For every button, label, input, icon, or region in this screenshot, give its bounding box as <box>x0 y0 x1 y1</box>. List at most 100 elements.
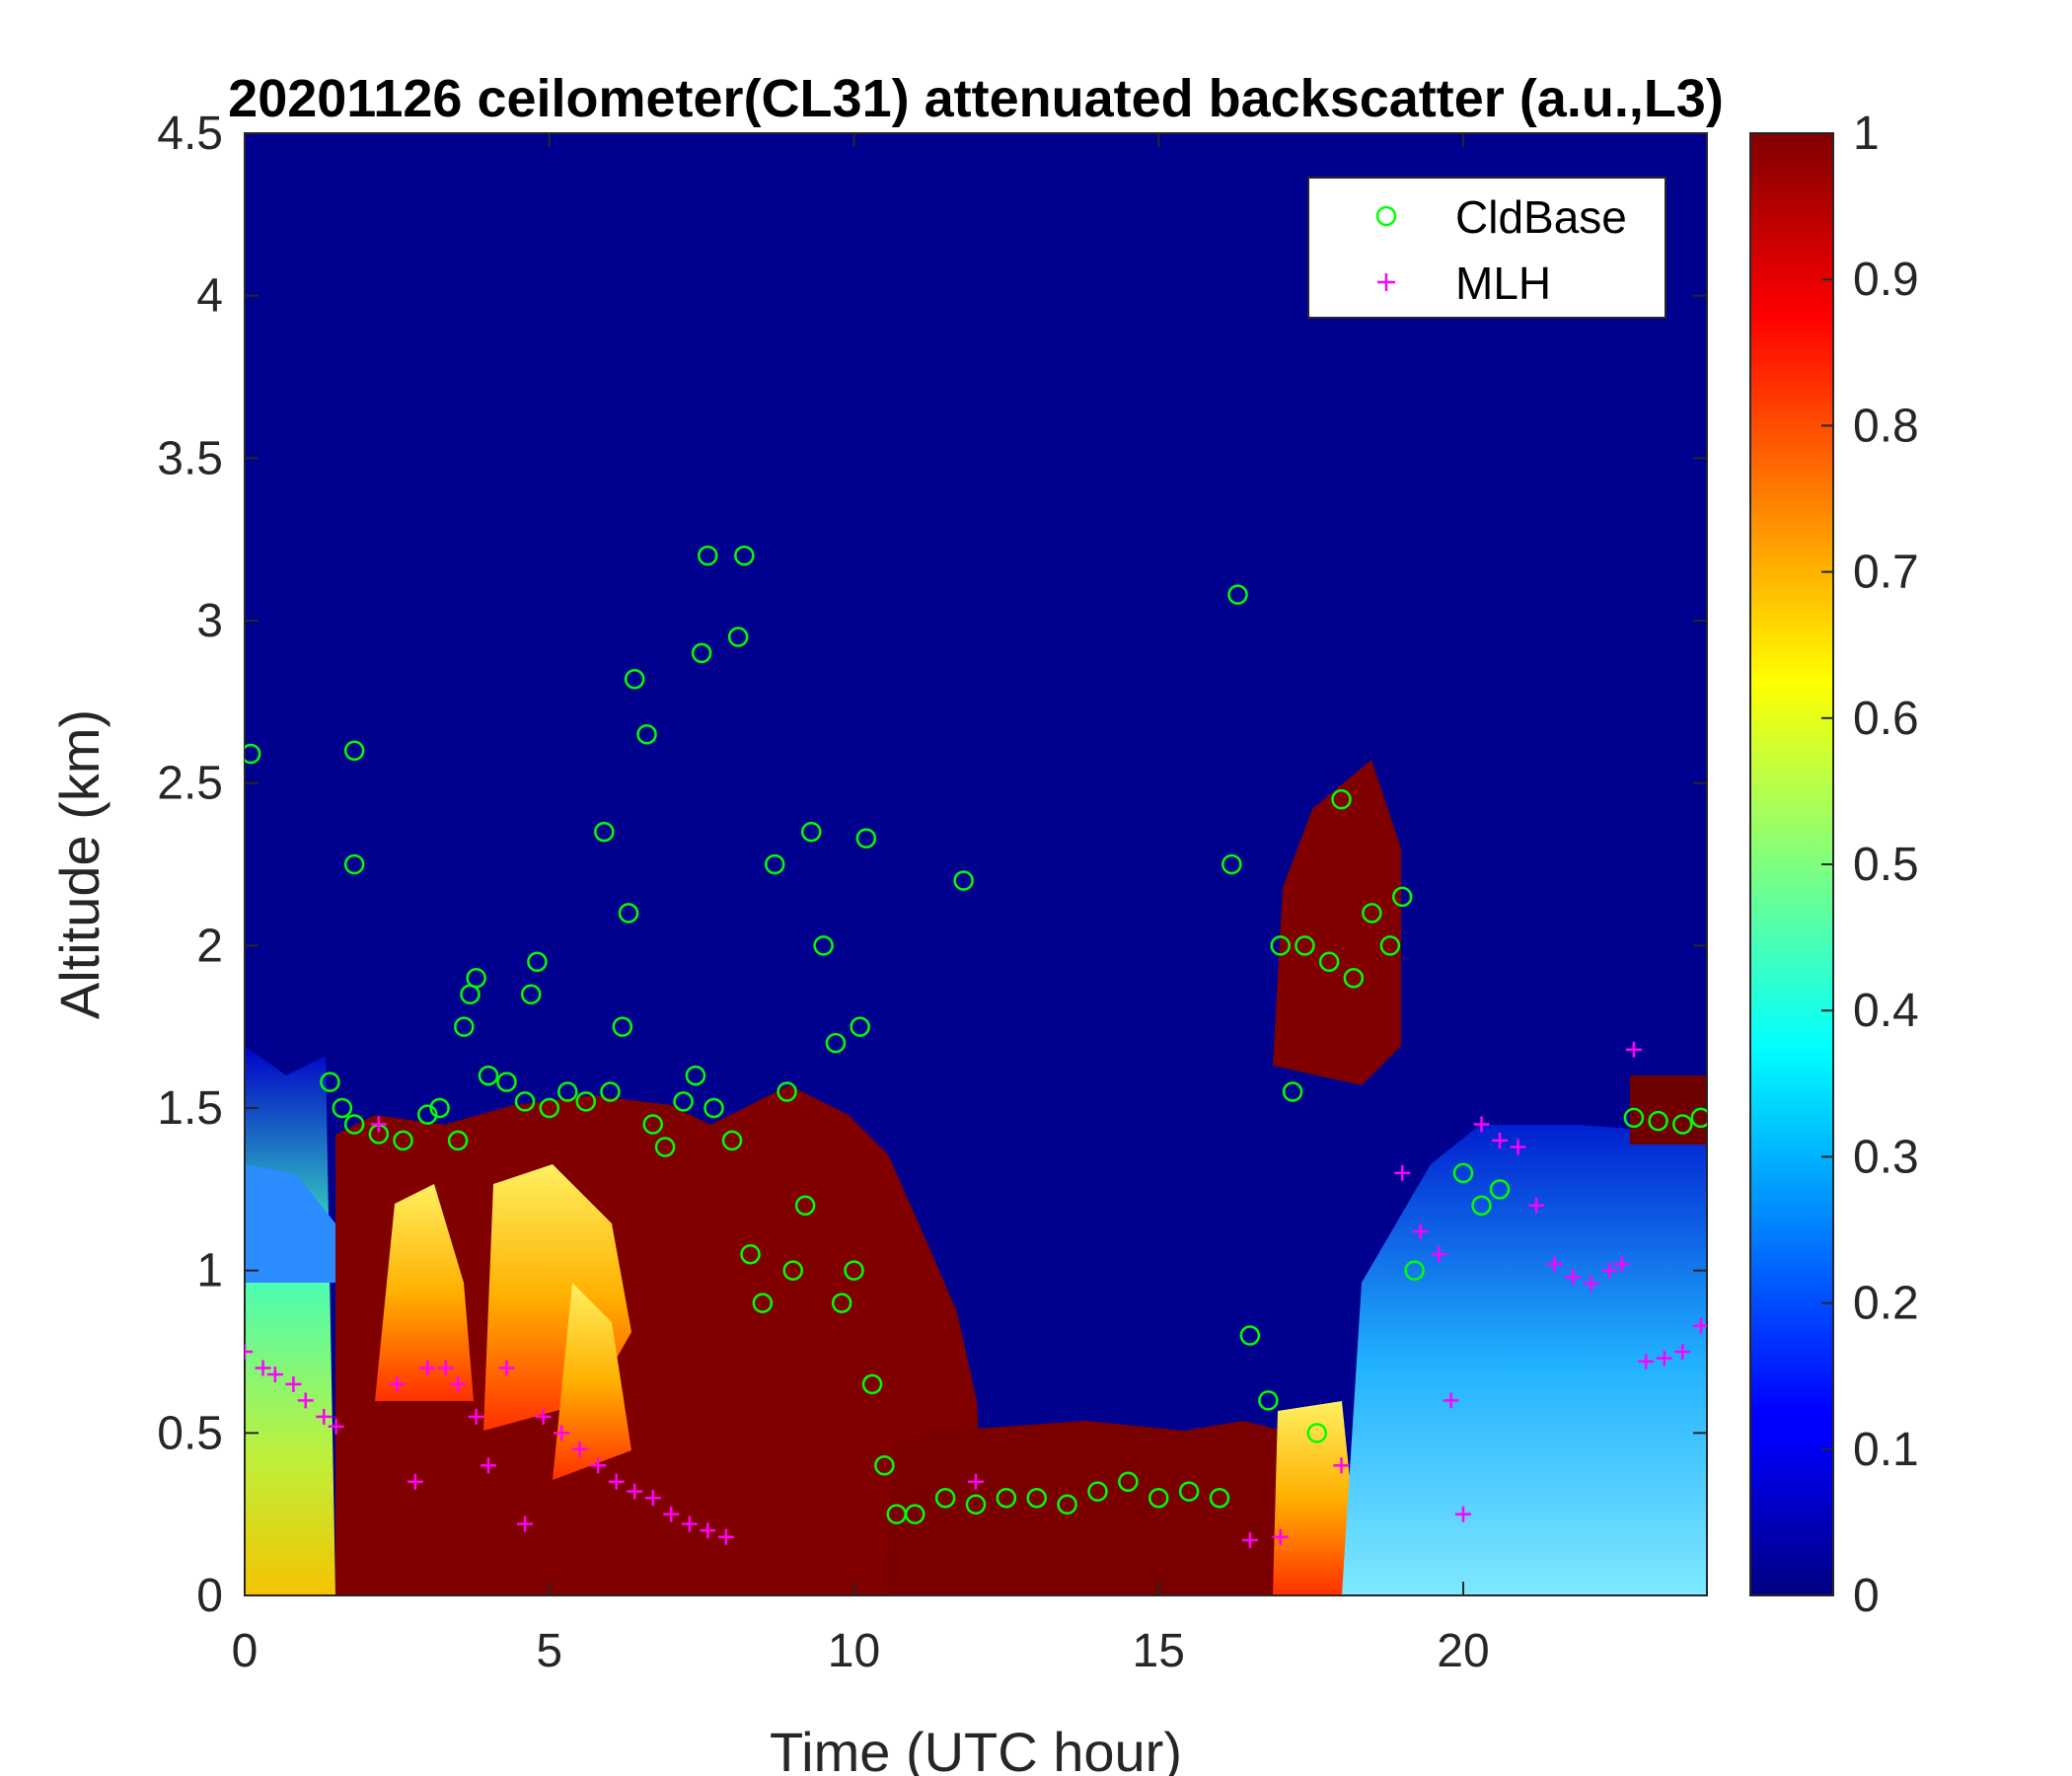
mlh-point <box>1638 1353 1655 1369</box>
legend-cldbase-label: CldBase <box>1455 191 1627 243</box>
colorbar-ticks: 0 0.1 0.2 0.3 0.4 0.5 0.6 0.7 0.8 0.9 1 <box>1821 108 1919 1622</box>
mlh-point <box>481 1457 496 1474</box>
mlh-point <box>1510 1139 1526 1155</box>
mlh-point <box>1674 1344 1691 1360</box>
colorbar-tick-label: 1 <box>1853 108 1880 160</box>
x-tick-label: 15 <box>1133 1625 1185 1677</box>
cldbase-point <box>1282 1081 1303 1102</box>
cldbase-point <box>447 1130 469 1151</box>
cldbase-point <box>332 1097 353 1119</box>
cldbase-point <box>520 984 542 1004</box>
cldbase-point <box>1227 584 1248 605</box>
cldbase-point <box>721 1130 743 1151</box>
cldbase-point <box>393 1130 413 1151</box>
cldbase-point <box>1306 1423 1328 1443</box>
colorbar-tick-label: 0.7 <box>1853 547 1919 599</box>
mlh-point <box>1601 1262 1618 1279</box>
y-tick-label: 1 <box>196 1245 223 1297</box>
cldbase-point <box>996 1487 1017 1509</box>
cldbase-point <box>1239 1325 1261 1346</box>
cldbase-point <box>527 951 548 973</box>
cldbase-point <box>624 669 645 690</box>
heatmap-region-late-cloud <box>1630 1075 1707 1145</box>
cldbase-point <box>1343 968 1365 989</box>
cldbase-point <box>594 821 615 843</box>
cldbase-point <box>557 1081 578 1102</box>
y-tick-label: 2.5 <box>157 758 223 810</box>
y-tick-label: 3 <box>196 595 223 647</box>
mlh-point <box>316 1408 333 1425</box>
cldbase-point <box>1209 1487 1230 1509</box>
cldbase-point <box>1057 1494 1077 1516</box>
cldbase-point <box>343 853 365 875</box>
mlh-point <box>663 1506 680 1522</box>
cldbase-point <box>782 1260 803 1281</box>
cldbase-point <box>1148 1487 1169 1509</box>
heatmap-region-low-cloud <box>888 1421 1283 1595</box>
cldbase-point <box>417 1104 438 1125</box>
y-tick-label: 1.5 <box>157 1082 223 1135</box>
cldbase-point <box>727 627 749 647</box>
mlh-point <box>1394 1164 1411 1181</box>
cldbase-point <box>454 1016 475 1037</box>
cldbase-point <box>642 1114 663 1135</box>
heatmap-region-evening-layer <box>1342 1125 1707 1595</box>
cldbase-point <box>831 1293 852 1313</box>
y-tick-label: 4 <box>196 270 223 323</box>
cldbase-point <box>612 1016 633 1037</box>
legend-cldbase-marker <box>1375 205 1397 227</box>
cldbase-point <box>1392 886 1413 908</box>
mlh-point <box>571 1441 588 1457</box>
mlh-point <box>389 1375 406 1392</box>
colorbar-tick-label: 0.4 <box>1853 985 1919 1037</box>
heatmap-region-aerosol-3 <box>553 1283 631 1480</box>
legend: CldBase MLH <box>1307 177 1666 319</box>
cldbase-point <box>320 1072 340 1092</box>
cldbase-point <box>1690 1107 1707 1129</box>
cldbase-point <box>734 545 755 566</box>
colorbar-tick-label: 0.9 <box>1853 254 1919 306</box>
y-axis-label: Altitude (km) <box>48 709 111 1019</box>
mlh-point <box>450 1375 467 1392</box>
colorbar-tick-label: 0.5 <box>1853 839 1919 891</box>
mlh-point <box>328 1418 344 1435</box>
mlh-point <box>468 1408 484 1425</box>
cldbase-point <box>1404 1260 1425 1281</box>
cldbase-point <box>245 743 261 765</box>
y-tick-label: 4.5 <box>157 108 223 160</box>
mlh-point <box>590 1457 607 1474</box>
mlh-point <box>1455 1506 1471 1522</box>
cldbase-point <box>1270 935 1291 956</box>
y-tick-label: 0 <box>196 1570 223 1622</box>
cldbase-point <box>905 1504 925 1524</box>
x-tick-label: 20 <box>1437 1625 1489 1677</box>
cldbase-point <box>861 1373 883 1395</box>
cldbase-point <box>953 870 974 891</box>
mlh-point <box>1565 1269 1582 1286</box>
mlh-point <box>437 1360 454 1376</box>
cldbase-point <box>691 642 712 664</box>
series-points <box>245 545 1707 1549</box>
y-tick-label: 0.5 <box>157 1407 223 1459</box>
colorbar-tick-label: 0.3 <box>1853 1131 1919 1183</box>
heatmap-region-aerosol-1 <box>375 1184 474 1401</box>
mlh-point <box>1656 1350 1672 1367</box>
cldbase-point <box>1178 1481 1200 1502</box>
cldbase-point <box>673 1091 694 1112</box>
cldbase-point <box>1118 1471 1139 1492</box>
chart-title: 20201126 ceilometer(CL31) attenuated bac… <box>228 69 1724 128</box>
cldbase-point <box>478 1065 499 1086</box>
mlh-point <box>1583 1275 1599 1292</box>
cldbase-point <box>698 545 718 566</box>
cldbase-point <box>429 1097 450 1119</box>
cldbase-point <box>654 1137 676 1157</box>
cldbase-point <box>1471 1195 1492 1217</box>
mlh-point <box>717 1528 734 1545</box>
cldbase-point <box>703 1097 724 1119</box>
cldbase-point <box>496 1072 517 1092</box>
x-tick-label: 0 <box>232 1625 259 1677</box>
heatmap-field <box>245 133 1707 1595</box>
colorbar-tick-label: 0.6 <box>1853 693 1919 745</box>
series-mlh <box>245 1041 1707 1549</box>
y-tick-label: 2 <box>196 920 223 972</box>
